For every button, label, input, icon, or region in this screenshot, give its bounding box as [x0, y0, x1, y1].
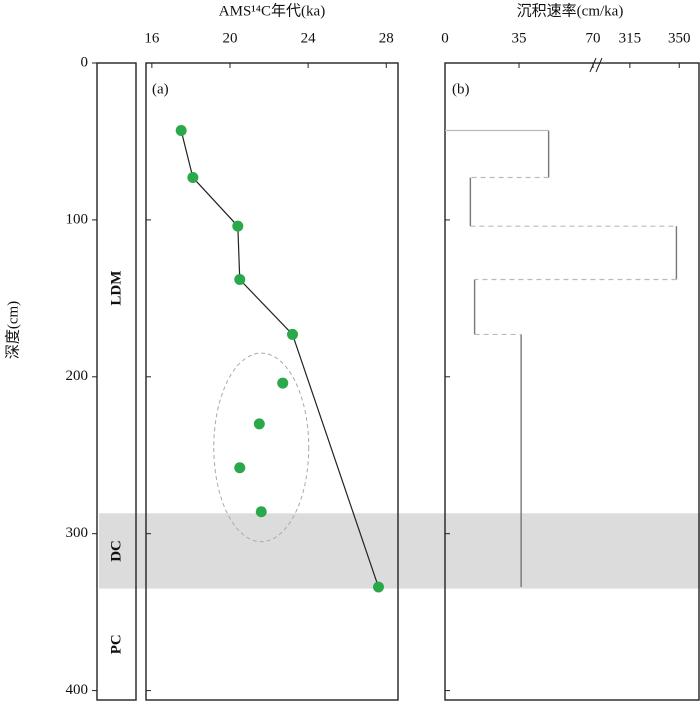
- age-point: [234, 462, 246, 474]
- age-point: [277, 377, 289, 389]
- x-tick-label: 0: [441, 30, 449, 46]
- x-tick-label: 24: [301, 30, 317, 46]
- x-axis-title-a: AMS¹⁴C年代(ka): [219, 2, 325, 19]
- age-point: [187, 172, 199, 184]
- zone-label: DC: [108, 540, 124, 562]
- y-tick-label: 400: [66, 682, 89, 698]
- x-tick-label: 35: [512, 30, 527, 46]
- frame-b: [444, 62, 700, 701]
- panel-label-b: (b): [452, 81, 470, 97]
- x-tick-label: 70: [586, 30, 601, 46]
- x-axis-title-b: 沉积速率(cm/ka): [517, 2, 624, 19]
- outlier-ellipse: [213, 352, 310, 543]
- x-tick-label: 28: [379, 30, 394, 46]
- age-point: [255, 506, 267, 518]
- zone-label: LDM: [108, 271, 124, 306]
- panel-label-a: (a): [152, 81, 169, 97]
- x-tick-label: 16: [144, 30, 160, 46]
- y-tick-label: 200: [66, 368, 89, 384]
- age-point: [234, 274, 246, 286]
- x-tick-label: 350: [668, 30, 691, 46]
- frame-a: [145, 62, 399, 701]
- zone-label: PC: [108, 634, 124, 654]
- y-tick-label: 100: [66, 211, 89, 227]
- axis-break: [589, 57, 603, 73]
- y-axis-title: 深度(cm): [4, 301, 21, 359]
- shaded-zone: [99, 513, 700, 589]
- age-point: [372, 581, 384, 593]
- age-point: [253, 418, 265, 430]
- age-point: [287, 328, 299, 340]
- age-line: [180, 130, 380, 588]
- y-tick-label: 300: [66, 525, 89, 541]
- y-tick-label: 0: [81, 54, 89, 70]
- age-point: [232, 220, 244, 232]
- age-point: [175, 124, 187, 136]
- x-tick-label: 315: [619, 30, 642, 46]
- x-tick-label: 20: [223, 30, 238, 46]
- zone-strip: [96, 62, 137, 701]
